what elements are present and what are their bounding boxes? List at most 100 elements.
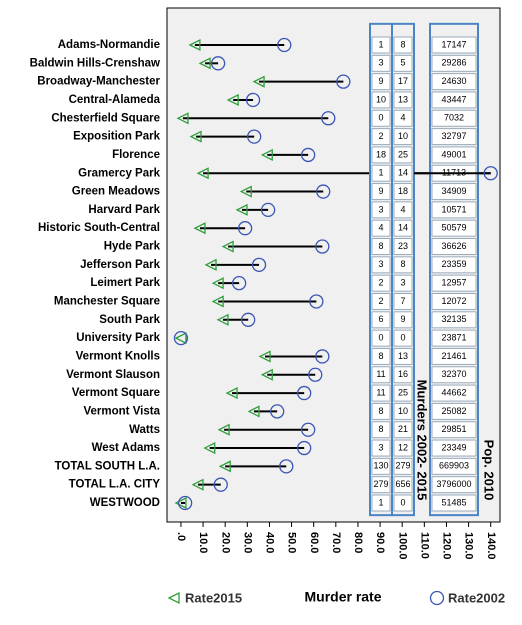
table-cell xyxy=(393,219,413,237)
table-cell xyxy=(393,73,413,91)
table-cell xyxy=(431,439,477,457)
table-value: 12 xyxy=(398,442,408,452)
marker-circle xyxy=(270,404,285,419)
table-value: 9 xyxy=(378,186,383,196)
table-value: 25 xyxy=(398,387,408,397)
marker-triangle xyxy=(174,496,187,510)
marker-circle xyxy=(247,129,262,144)
table-value: 3 xyxy=(378,58,383,68)
table-cell xyxy=(371,292,391,310)
table-value: 8 xyxy=(378,424,383,434)
marker-triangle xyxy=(260,148,273,161)
category-label: Jefferson Park xyxy=(80,259,161,271)
table-cell xyxy=(371,476,391,494)
table-value: 10571 xyxy=(441,204,466,214)
marker-triangle xyxy=(189,130,202,143)
category-label: WESTWOOD xyxy=(90,497,160,509)
table-cell xyxy=(431,73,477,91)
table-value: 3 xyxy=(378,259,383,269)
table-cell xyxy=(371,146,391,164)
table-value: 9 xyxy=(400,314,405,324)
table-cell xyxy=(393,54,413,72)
category-label: Exposition Park xyxy=(73,131,161,143)
table-value: 0 xyxy=(378,332,383,342)
x-tick-label: .0 xyxy=(175,532,187,541)
table-value: 18 xyxy=(376,149,386,159)
table-value: 25082 xyxy=(441,406,466,416)
table-cell xyxy=(431,54,477,72)
table-value: 0 xyxy=(400,332,405,342)
table-label: Pop. 2010 xyxy=(482,440,497,501)
table-value: 5 xyxy=(400,58,405,68)
table-value: 8 xyxy=(400,39,405,49)
marker-circle xyxy=(483,166,498,181)
category-label: Vermont Slauson xyxy=(66,369,160,381)
table-value: 8 xyxy=(400,259,405,269)
marker-triangle xyxy=(188,38,201,52)
table-value: 0 xyxy=(378,113,383,123)
table-cell xyxy=(393,384,413,402)
marker-circle xyxy=(315,239,330,254)
table-cell xyxy=(371,73,391,91)
x-tick-label: 70.0 xyxy=(330,532,342,553)
marker-circle xyxy=(315,349,330,364)
x-axis-label: Murder rate xyxy=(304,589,381,605)
table-cell xyxy=(371,54,391,72)
table-value: 18 xyxy=(398,186,408,196)
table-value: 2 xyxy=(378,296,383,306)
table-value: 10 xyxy=(398,406,408,416)
x-tick-label: 110.0 xyxy=(418,532,430,559)
marker-circle xyxy=(309,294,324,309)
table-cell xyxy=(371,201,391,219)
category-label: South Park xyxy=(99,314,160,326)
table-cell xyxy=(431,238,477,256)
table-value: 3 xyxy=(378,204,383,214)
marker-triangle xyxy=(217,423,230,436)
marker-circle xyxy=(213,477,228,492)
marker-circle xyxy=(177,495,193,511)
category-label: West Adams xyxy=(92,442,160,454)
category-label: Chesterfield Square xyxy=(51,112,160,124)
marker-triangle xyxy=(176,112,189,125)
marker-triangle xyxy=(174,332,187,345)
table-value: 4 xyxy=(400,204,405,214)
table-value: 8 xyxy=(378,406,383,416)
marker-circle xyxy=(316,184,331,199)
table-value: 32797 xyxy=(441,131,466,141)
marker-circle xyxy=(251,257,267,272)
table-cell xyxy=(393,347,413,365)
table-cell xyxy=(371,439,391,457)
table-cell xyxy=(393,457,413,475)
table-cell xyxy=(393,36,413,54)
table-cell xyxy=(393,274,413,292)
table-value: 32135 xyxy=(441,314,466,324)
category-label: University Park xyxy=(76,332,160,344)
table-cell xyxy=(431,347,477,365)
table-cell xyxy=(431,311,477,329)
category-label: Harvard Park xyxy=(88,204,160,216)
category-label: Florence xyxy=(112,149,160,161)
table-value: 130 xyxy=(373,461,388,471)
category-label: Hyde Park xyxy=(104,241,161,253)
table-value: 11 xyxy=(376,387,385,397)
table-value: 43447 xyxy=(441,94,466,104)
table-cell xyxy=(393,366,413,384)
table-cell xyxy=(393,109,413,127)
table-cell xyxy=(393,164,413,182)
table-value: 9 xyxy=(378,76,383,86)
legend-label: Rate2015 xyxy=(185,590,242,605)
table-cell xyxy=(431,292,477,310)
table-value: 3 xyxy=(400,278,405,288)
x-tick-label: 100.0 xyxy=(396,532,408,560)
table-cell xyxy=(393,311,413,329)
table-cell xyxy=(393,201,413,219)
category-label: Baldwin Hills-Crenshaw xyxy=(30,57,160,69)
marker-triangle xyxy=(260,368,273,381)
table-value: 24630 xyxy=(441,76,466,86)
category-label: TOTAL L.A. CITY xyxy=(69,479,161,491)
table-cell xyxy=(393,476,413,494)
table-value: 669903 xyxy=(439,461,469,471)
table-value: 2 xyxy=(378,131,383,141)
marker-circle xyxy=(210,56,226,71)
table-cell xyxy=(393,238,413,256)
